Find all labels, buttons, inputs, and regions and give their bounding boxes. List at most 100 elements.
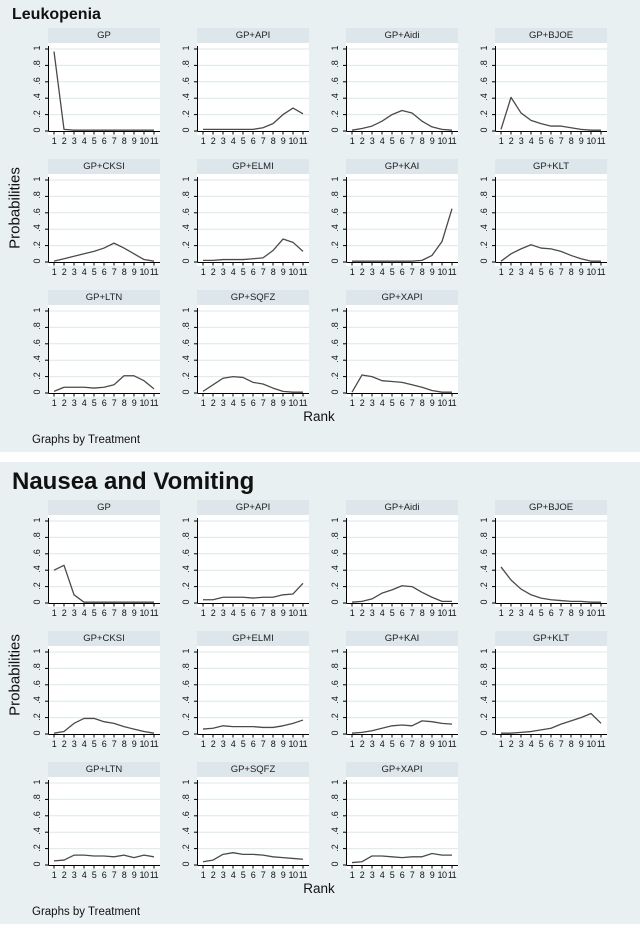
y-tick-label: .8 bbox=[330, 60, 340, 69]
x-tick-label: 11 bbox=[596, 739, 606, 749]
y-tick-label: .8 bbox=[330, 191, 340, 200]
x-tick-label: 3 bbox=[71, 870, 77, 880]
x-tick-label: 2 bbox=[508, 136, 514, 146]
plot-area bbox=[45, 777, 160, 869]
y-tick-label: 0 bbox=[330, 599, 340, 605]
mini-chart-title: GP bbox=[48, 28, 160, 43]
y-tick-label: .6 bbox=[330, 811, 340, 819]
x-tick-label: 6 bbox=[399, 267, 405, 277]
mini-chart-gp-xapi: GP+XAPI 0.2.4.6.8 1 1 2 3 4 5 6 7 8 9 10 11 bbox=[326, 290, 458, 408]
plot-area bbox=[45, 305, 160, 397]
y-tick-label: .2 bbox=[330, 240, 340, 249]
x-tick-label: 6 bbox=[548, 608, 554, 618]
y-tick-label: .2 bbox=[32, 581, 42, 590]
x-tick-labels: 1 2 3 4 5 6 7 8 9 10 11 bbox=[346, 266, 458, 277]
x-tick-label: 4 bbox=[81, 870, 87, 880]
mini-chart-gp-aidi: GP+Aidi 0.2.4.6.8 1 1 2 3 4 5 6 7 8 9 10 11 bbox=[326, 500, 458, 618]
y-tick-label: .2 bbox=[181, 109, 191, 118]
x-tick-label: 11 bbox=[149, 608, 159, 618]
x-tick-labels: 1 2 3 4 5 6 7 8 9 10 11 bbox=[48, 607, 160, 618]
x-axis-label: Rank bbox=[303, 409, 335, 424]
y-tick-label: .6 bbox=[181, 208, 191, 216]
plot-area bbox=[343, 646, 458, 738]
y-tick-label: 0 bbox=[479, 730, 489, 736]
x-tick-label: 5 bbox=[240, 398, 246, 408]
y-tick-label: .2 bbox=[330, 843, 340, 852]
probability-line bbox=[351, 109, 453, 131]
x-tick-label: 6 bbox=[399, 870, 405, 880]
y-tick-label: .6 bbox=[330, 680, 340, 688]
mini-chart-gp-cksi: GP+CKSI 0.2.4.6.8 1 1 2 3 4 5 6 7 8 9 10 11 bbox=[28, 159, 160, 277]
mini-chart-title: GP+XAPI bbox=[346, 290, 458, 305]
y-tick-labels: 0 .2 .4 .6 .8 1 bbox=[28, 305, 48, 397]
probability-line bbox=[500, 566, 601, 603]
y-tick-label: .2 bbox=[32, 371, 42, 380]
x-tick-labels: 1 2 3 4 5 6 7 8 9 10 11 bbox=[495, 135, 607, 146]
y-tick-label: .4 bbox=[479, 224, 489, 232]
x-tick-label: 11 bbox=[596, 608, 606, 618]
x-tick-label: 6 bbox=[250, 870, 256, 880]
x-tick-label: 1 bbox=[200, 398, 206, 408]
x-tick-label: 1 bbox=[349, 136, 355, 146]
x-tick-label: 2 bbox=[210, 267, 216, 277]
y-tick-label: .2 bbox=[479, 240, 489, 249]
x-tick-label: 9 bbox=[429, 136, 435, 146]
x-tick-label: 11 bbox=[298, 739, 308, 749]
plot-area bbox=[194, 777, 309, 869]
y-tick-label: .2 bbox=[330, 712, 340, 721]
y-tick-label: .6 bbox=[330, 339, 340, 347]
mini-chart-title: GP+ELMI bbox=[197, 159, 309, 174]
y-tick-label: 1 bbox=[479, 517, 489, 523]
x-tick-label: 9 bbox=[429, 267, 435, 277]
x-tick-label: 2 bbox=[61, 608, 67, 618]
plot-area bbox=[194, 174, 309, 266]
y-tick-label: 1 bbox=[32, 779, 42, 785]
y-tick-label: 0 bbox=[330, 258, 340, 264]
mini-chart-gp: GP 0.2.4.6.8 1 1 2 3 4 5 6 7 8 9 10 11 bbox=[28, 28, 160, 146]
y-tick-label: .8 bbox=[181, 60, 191, 69]
y-tick-label: .2 bbox=[181, 843, 191, 852]
y-tick-label: 0 bbox=[330, 861, 340, 867]
y-tick-label: 1 bbox=[181, 176, 191, 182]
x-tick-label: 7 bbox=[260, 267, 266, 277]
x-tick-label: 1 bbox=[200, 136, 206, 146]
y-tick-label: .2 bbox=[479, 581, 489, 590]
x-tick-label: 7 bbox=[409, 870, 415, 880]
x-tick-labels: 1 2 3 4 5 6 7 8 9 10 11 bbox=[197, 397, 309, 408]
y-tick-label: 0 bbox=[479, 258, 489, 264]
x-tick-labels: 1 2 3 4 5 6 7 8 9 10 11 bbox=[48, 738, 160, 749]
mini-chart-title: GP+BJOE bbox=[495, 500, 607, 515]
x-tick-label: 7 bbox=[409, 739, 415, 749]
mini-chart-gp-klt: GP+KLT 0.2.4.6.8 1 1 2 3 4 5 6 7 8 9 10 11 bbox=[475, 159, 607, 277]
x-tick-label: 8 bbox=[121, 398, 127, 408]
probability-line bbox=[53, 717, 155, 734]
probability-line bbox=[53, 854, 155, 862]
x-tick-label: 11 bbox=[447, 398, 457, 408]
x-tick-label: 8 bbox=[419, 398, 425, 408]
y-tick-label: 1 bbox=[479, 45, 489, 51]
mini-chart-gp-ltn: GP+LTN 0.2.4.6.8 1 1 2 3 4 5 6 7 8 9 10 11 bbox=[28, 762, 160, 880]
y-tick-label: .2 bbox=[479, 109, 489, 118]
y-tick-label: 1 bbox=[330, 45, 340, 51]
y-tick-label: 1 bbox=[181, 517, 191, 523]
y-tick-label: 1 bbox=[32, 517, 42, 523]
x-tick-labels: 1 2 3 4 5 6 7 8 9 10 11 bbox=[495, 607, 607, 618]
x-tick-label: 6 bbox=[101, 739, 107, 749]
x-tick-label: 1 bbox=[349, 608, 355, 618]
x-tick-label: 2 bbox=[359, 870, 365, 880]
x-tick-label: 8 bbox=[270, 267, 276, 277]
x-tick-label: 9 bbox=[280, 870, 286, 880]
x-tick-label: 2 bbox=[359, 267, 365, 277]
x-tick-label: 4 bbox=[81, 136, 87, 146]
y-tick-labels: 0 .2 .4 .6 .8 1 bbox=[326, 43, 346, 135]
x-tick-label: 5 bbox=[240, 267, 246, 277]
y-tick-label: .6 bbox=[32, 811, 42, 819]
x-tick-label: 5 bbox=[389, 608, 395, 618]
x-tick-label: 8 bbox=[121, 136, 127, 146]
y-tick-labels: 0 .2 .4 .6 .8 1 bbox=[28, 646, 48, 738]
x-tick-label: 4 bbox=[528, 608, 534, 618]
plot-area bbox=[45, 174, 160, 266]
x-tick-label: 9 bbox=[429, 608, 435, 618]
x-tick-label: 7 bbox=[111, 398, 117, 408]
x-tick-label: 10 bbox=[288, 739, 298, 749]
